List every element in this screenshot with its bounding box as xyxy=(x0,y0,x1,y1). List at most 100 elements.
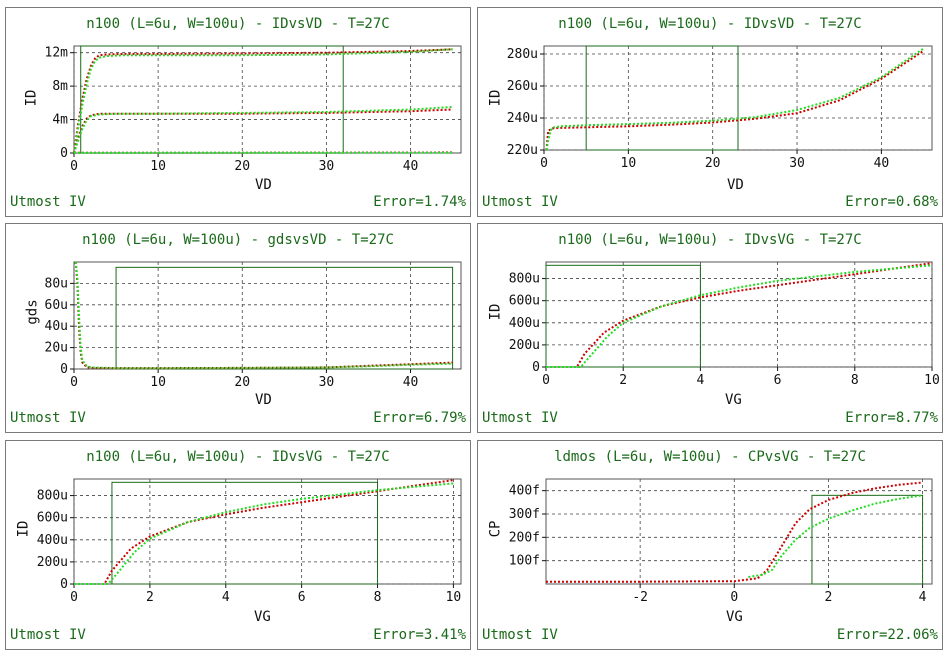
measured-curve xyxy=(546,481,923,583)
x-axis-label: VD xyxy=(255,177,272,193)
y-axis-label: CP xyxy=(487,520,504,538)
x-tick-label: 0 xyxy=(70,159,78,174)
y-axis-label: ID xyxy=(15,520,32,538)
plot-area: 0 10 20 30 40 0 20u 40u 60u 80u xyxy=(45,261,462,390)
tool-label: Utmost IV xyxy=(10,410,86,426)
x-tick-label: 20 xyxy=(234,159,250,174)
error-label: Error=8.77% xyxy=(845,410,938,426)
chart-title: n100 (L=6u, W=100u) - IDvsVG - T=27C xyxy=(558,232,862,248)
x-tick-label: 0 xyxy=(542,373,550,388)
y-tick-label: 300f xyxy=(509,507,540,522)
x-tick-label: 8 xyxy=(374,590,382,605)
plot-frame xyxy=(73,478,462,585)
y-tick-label: 200u xyxy=(37,555,68,570)
x-tick-label: 4 xyxy=(919,590,927,605)
plot-frame xyxy=(73,45,462,154)
y-tick-label: 200f xyxy=(509,530,540,545)
x-tick-label: 10 xyxy=(924,373,940,388)
x-tick-label: 40 xyxy=(874,156,890,171)
plot-area: -2 0 2 4 100f 200f 300f 400f xyxy=(509,478,933,605)
chart-title: n100 (L=6u, W=100u) - IDvsVD - T=27C xyxy=(558,16,862,32)
y-tick-label: 400f xyxy=(509,484,540,499)
extraction-window xyxy=(111,481,379,585)
chart-title: n100 (L=6u, W=100u) - IDvsVG - T=27C xyxy=(86,449,390,465)
measured-curve xyxy=(545,49,925,151)
y-axis-label: ID xyxy=(487,89,504,107)
tool-label: Utmost IV xyxy=(482,194,558,210)
tool-label: Utmost IV xyxy=(482,627,558,643)
simulated-curve xyxy=(748,494,923,578)
tool-label: Utmost IV xyxy=(10,627,86,643)
simulated-curve xyxy=(74,261,453,370)
chart-title: n100 (L=6u, W=100u) - gdsvsVD - T=27C xyxy=(82,232,394,248)
y-tick-label: 800u xyxy=(37,489,68,504)
chart-title: ldmos (L=6u, W=100u) - CPvsVG - T=27C xyxy=(554,449,866,465)
x-axis-label: VG xyxy=(254,609,271,625)
plot-area: 0 2 4 6 8 10 0 200u 400u 600u 800u xyxy=(509,261,940,388)
x-tick-label: 4 xyxy=(696,373,704,388)
x-tick-label: 40 xyxy=(403,159,419,174)
plot-area: 0 10 20 30 40 220u 240u 260u 280u xyxy=(507,45,933,171)
y-tick-label: 12m xyxy=(45,46,69,61)
y-tick-label: 240u xyxy=(507,111,538,126)
y-tick-label: 400u xyxy=(37,533,68,548)
error-label: Error=1.74% xyxy=(373,194,466,210)
x-tick-label: 0 xyxy=(540,156,548,171)
extraction-window xyxy=(545,264,701,368)
x-tick-label: 6 xyxy=(298,590,306,605)
x-axis-label: VG xyxy=(725,392,742,408)
x-tick-label: 30 xyxy=(319,159,335,174)
x-tick-label: 10 xyxy=(150,159,166,174)
simulated-curve xyxy=(545,47,925,151)
y-tick-label: 40u xyxy=(45,319,68,334)
chart-panel-id-vs-vd-2: n100 (L=6u, W=100u) - IDvsVD - T=27C 0 10… xyxy=(477,7,943,217)
x-tick-label: 20 xyxy=(234,375,250,390)
error-label: Error=22.06% xyxy=(836,627,938,643)
y-tick-label: 4m xyxy=(52,113,68,128)
simulated-curve xyxy=(73,48,453,154)
chart-panel-gds-vs-vd: n100 (L=6u, W=100u) - gdsvsVD - T=27C 0 1… xyxy=(5,223,471,433)
x-tick-label: -2 xyxy=(632,590,648,605)
error-label: Error=3.41% xyxy=(373,627,466,643)
plot-frame xyxy=(73,261,462,370)
x-tick-label: 40 xyxy=(403,375,419,390)
chart-title: n100 (L=6u, W=100u) - IDvsVD - T=27C xyxy=(86,16,390,32)
y-tick-label: 60u xyxy=(45,298,68,313)
x-tick-label: 30 xyxy=(319,375,335,390)
tool-label: Utmost IV xyxy=(482,410,558,426)
extraction-window xyxy=(811,494,924,585)
plot-frame xyxy=(545,261,933,368)
y-tick-label: 280u xyxy=(507,47,538,62)
y-tick-label: 600u xyxy=(509,294,540,309)
x-tick-label: 2 xyxy=(146,590,154,605)
x-tick-label: 0 xyxy=(730,590,738,605)
simulated-curve xyxy=(73,106,453,154)
x-tick-label: 10 xyxy=(446,590,462,605)
y-tick-label: 20u xyxy=(45,341,68,356)
chart-panel-cp-vs-vg: ldmos (L=6u, W=100u) - CPvsVG - T=27C -2… xyxy=(477,440,943,650)
extraction-window xyxy=(585,45,739,151)
y-tick-label: 100f xyxy=(509,554,540,569)
y-tick-label: 8m xyxy=(52,79,68,94)
x-tick-label: 30 xyxy=(789,156,805,171)
y-tick-label: 400u xyxy=(509,316,540,331)
x-tick-label: 4 xyxy=(222,590,230,605)
y-tick-label: 0 xyxy=(60,362,68,377)
plot-area: 0 10 20 30 40 0 4m 8m 12m xyxy=(45,45,462,174)
y-tick-label: 80u xyxy=(45,276,68,291)
x-tick-label: 10 xyxy=(150,375,166,390)
extraction-window xyxy=(115,266,454,370)
simulated-curve xyxy=(546,264,933,368)
chart-panel-id-vs-vd-1: n100 (L=6u, W=100u) - IDvsVD - T=27C 0 10… xyxy=(5,7,471,217)
x-axis-label: VG xyxy=(726,609,743,625)
y-axis-label: ID xyxy=(23,89,40,107)
y-tick-label: 0 xyxy=(60,146,68,161)
x-tick-label: 10 xyxy=(621,156,637,171)
simulated-curve xyxy=(74,482,454,585)
plot-frame xyxy=(545,478,933,585)
y-tick-label: 0 xyxy=(60,577,68,592)
y-axis-label: gds xyxy=(24,299,41,325)
x-tick-label: 20 xyxy=(705,156,721,171)
tool-label: Utmost IV xyxy=(10,194,86,210)
chart-panel-id-vs-vg-2: n100 (L=6u, W=100u) - IDvsVG - T=27C 0 2 4… xyxy=(5,440,471,650)
